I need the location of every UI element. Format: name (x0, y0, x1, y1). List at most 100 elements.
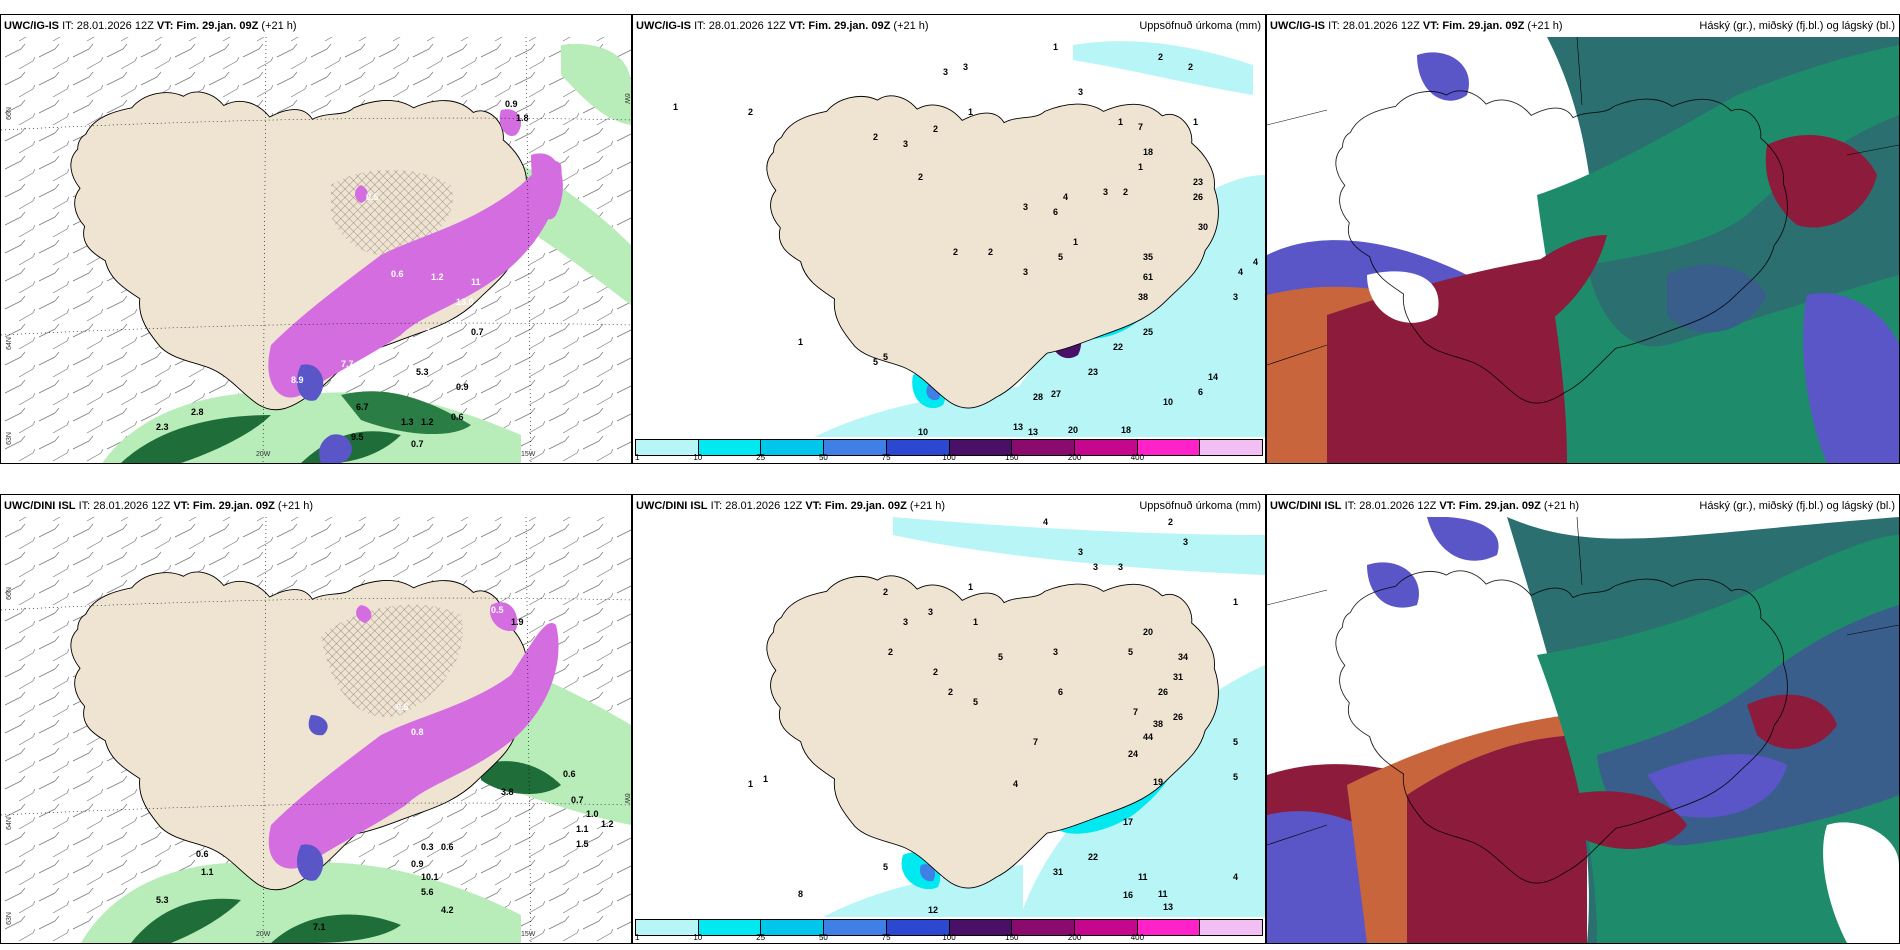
precip-value: 5 (1233, 772, 1238, 782)
precip-value: 7 (1138, 122, 1143, 132)
precip-value: 0.7 (471, 327, 484, 337)
precip-value: 0.7 (571, 795, 584, 805)
precip-value: 1.2 (431, 272, 444, 282)
precip-value: 3 (1183, 537, 1188, 547)
precip-value: 4 (1043, 517, 1048, 527)
precip-value: 1 (1138, 162, 1143, 172)
precip-value: 7 (1033, 737, 1038, 747)
legend-label: 400 (1130, 933, 1145, 942)
precip-value: 1.9 (511, 617, 524, 627)
precip-value: 5.6 (421, 887, 434, 897)
precip-value: 30 (1198, 222, 1208, 232)
precip-legend: 1 10 25 50 75 100 150 200 400 (633, 437, 1265, 463)
legend-label: 25 (756, 933, 766, 942)
legend-label: 75 (881, 453, 891, 462)
precip-value: 8.9 (291, 375, 304, 385)
precip-value: 1 (973, 617, 978, 627)
lat-label: 64N (5, 337, 13, 350)
precip-value: 10 (918, 427, 928, 437)
legend-swatch (1012, 440, 1075, 455)
precip-value: 0.3 (421, 842, 434, 852)
lead-time: (+21 h) (909, 500, 946, 512)
precip-value: 7.1 (313, 922, 326, 932)
precip-value: 3 (1078, 547, 1083, 557)
precip-value: 2 (1158, 52, 1163, 62)
init-time: IT: 28.01.2026 12Z (694, 20, 786, 32)
precip-value: 1 (968, 582, 973, 592)
precip-value: 5 (1233, 737, 1238, 747)
precip-value: 5.3 (156, 895, 169, 905)
precip-value: 3 (1118, 562, 1123, 572)
precip-value: 1.2 (421, 417, 434, 427)
precip-value: 1 (748, 779, 753, 789)
panel-header: UWC/DINI ISL IT: 28.01.2026 12Z VT: Fim.… (633, 495, 1265, 517)
precip-value: 2 (918, 172, 923, 182)
precip-value: 38 (1153, 719, 1163, 729)
lon-label: 15W (521, 931, 536, 938)
legend-swatch (1074, 440, 1138, 455)
legend-label: 25 (756, 453, 766, 462)
precip-value: 4 (1253, 257, 1258, 267)
precip-value: 23 (1193, 177, 1203, 187)
precip-value: 1.1 (576, 824, 589, 834)
precip-value: 18 (1143, 147, 1153, 157)
panel-header: UWC/IG-IS IT: 28.01.2026 12Z VT: Fim. 29… (1, 15, 631, 37)
lat-label: 64N (5, 817, 13, 830)
legend-swatch (824, 440, 887, 455)
lead-time: (+21 h) (893, 20, 929, 32)
precip-value: 5 (883, 862, 888, 872)
legend-swatch (636, 440, 699, 455)
panel-header: UWC/IG-IS IT: 28.01.2026 12Z VT: Fim. 29… (633, 15, 1265, 37)
legend-label: 100 (942, 453, 956, 462)
precip-value: 0.6 (391, 269, 404, 279)
valid-time: VT: Fim. 29.jan. 09Z (156, 20, 259, 32)
legend-swatch (761, 920, 825, 935)
precip-value: 11 (471, 277, 481, 287)
legend-label: 100 (942, 933, 956, 942)
precip-value: 19 (1153, 777, 1163, 787)
precip-value: 3 (1023, 202, 1028, 212)
precip-value: 11 (1138, 872, 1148, 882)
init-time: IT: 28.01.2026 12Z (1328, 20, 1420, 32)
precip-value: 2 (933, 667, 938, 677)
precip-value: 12 (928, 905, 938, 915)
precip-value: 26 (1158, 687, 1168, 697)
precip-value: 2 (1123, 187, 1128, 197)
precip-value: 4.2 (441, 905, 454, 915)
legend-swatch (949, 920, 1013, 935)
precip-value: 24 (1128, 749, 1138, 759)
precip-value: 5 (1058, 252, 1063, 262)
precip-value: 3 (1093, 562, 1098, 572)
legend-swatch (1200, 920, 1263, 935)
precip-value: 4 (1063, 192, 1068, 202)
panel-top-mid: UWC/IG-IS IT: 28.01.2026 12Z VT: Fim. 29… (632, 14, 1266, 464)
precip-value: 1.3 (401, 417, 414, 427)
precip-map: 1 2 2 3 2 1 1 1 1 2 2 4 3 2 2 5 6 4 3 2 … (673, 41, 1265, 463)
precip-value: 31 (1173, 672, 1183, 682)
precip-value: 0.7 (411, 439, 424, 449)
precip-value: 26 (1173, 712, 1183, 722)
precip-value: 38 (1138, 292, 1148, 302)
precip-value: 2 (953, 247, 958, 257)
precip-value: 4 (1238, 267, 1243, 277)
model-name: UWC/IG-IS (4, 20, 59, 32)
precip-value: 1.5 (576, 839, 589, 849)
precip-value: 5 (873, 357, 878, 367)
precip-value: 0.6 (196, 849, 209, 859)
precip-value: 1 (763, 774, 768, 784)
precip-legend: 1 10 25 50 75 100 150 200 400 (633, 917, 1265, 943)
precip-value: 0.5 (366, 192, 379, 202)
precip-value: 1 (1193, 117, 1198, 127)
precip-value: 25 (1143, 327, 1153, 337)
precip-value: 3 (963, 62, 968, 72)
lat-label: 6W (622, 793, 630, 804)
panel-header: UWC/DINI ISL IT: 28.01.2026 12Z VT: Fim.… (1, 495, 631, 517)
legend-swatch (949, 440, 1013, 455)
precip-value: 34 (1178, 652, 1188, 662)
lead-time: (+21 h) (1527, 20, 1563, 32)
lead-time: (+21 h) (261, 20, 297, 32)
precip-value: 5 (973, 697, 978, 707)
init-time: IT: 28.01.2026 12Z (62, 20, 154, 32)
panel-bottom-mid: UWC/DINI ISL IT: 28.01.2026 12Z VT: Fim.… (632, 494, 1266, 944)
precip-value: 3 (903, 617, 908, 627)
